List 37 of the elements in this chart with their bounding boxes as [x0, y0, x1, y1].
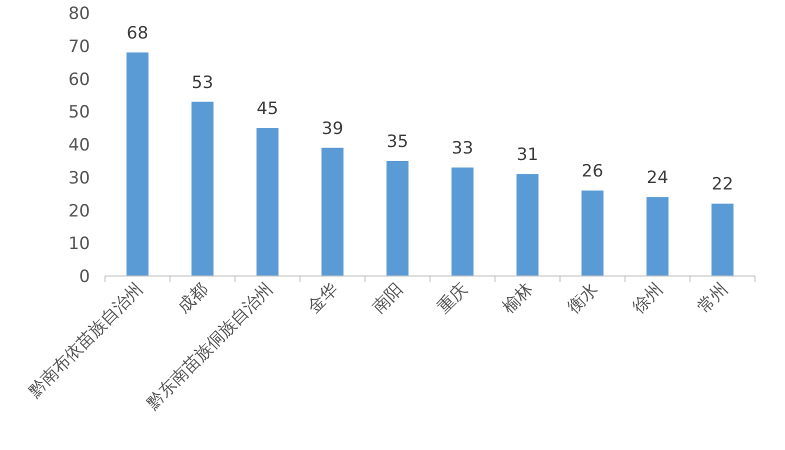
y-tick-label: 70: [68, 36, 90, 57]
y-tick-label: 30: [68, 168, 90, 188]
data-label: 39: [322, 118, 344, 139]
x-tick-label: 南阳: [368, 279, 408, 318]
data-label: 68: [126, 23, 148, 44]
data-label: 45: [256, 99, 278, 120]
bar: [712, 204, 734, 276]
bar: [126, 52, 148, 276]
bar: [386, 160, 408, 276]
y-tick-label: 40: [68, 136, 90, 156]
x-tick-label: 徐州: [628, 279, 668, 318]
data-label: 24: [646, 168, 668, 188]
y-tick-label: 20: [68, 201, 90, 222]
y-tick-label: 80: [68, 4, 90, 24]
bar: [646, 197, 668, 276]
x-tick-label: 重庆: [434, 279, 472, 318]
y-tick-label: 10: [68, 234, 90, 254]
bar: [256, 128, 278, 276]
data-label: 53: [192, 72, 214, 93]
x-tick-label: 金华: [304, 279, 342, 318]
x-tick-label: 常州: [694, 279, 732, 318]
bar: [516, 174, 538, 276]
y-tick-label: 50: [68, 102, 90, 123]
bar: [322, 148, 344, 276]
data-label: 31: [516, 145, 538, 166]
bar: [192, 102, 214, 276]
data-label: 35: [386, 132, 408, 152]
x-tick-label: 成都: [174, 279, 212, 318]
bar: [582, 190, 604, 276]
data-label: 33: [452, 138, 474, 159]
data-label: 26: [582, 162, 604, 182]
y-tick-label: 60: [68, 70, 90, 90]
bar: [452, 168, 474, 276]
x-tick-label: 榆林: [498, 279, 538, 318]
y-tick-label: 0: [79, 267, 90, 287]
x-tick-label: 衡水: [564, 279, 602, 318]
data-label: 22: [712, 174, 734, 195]
